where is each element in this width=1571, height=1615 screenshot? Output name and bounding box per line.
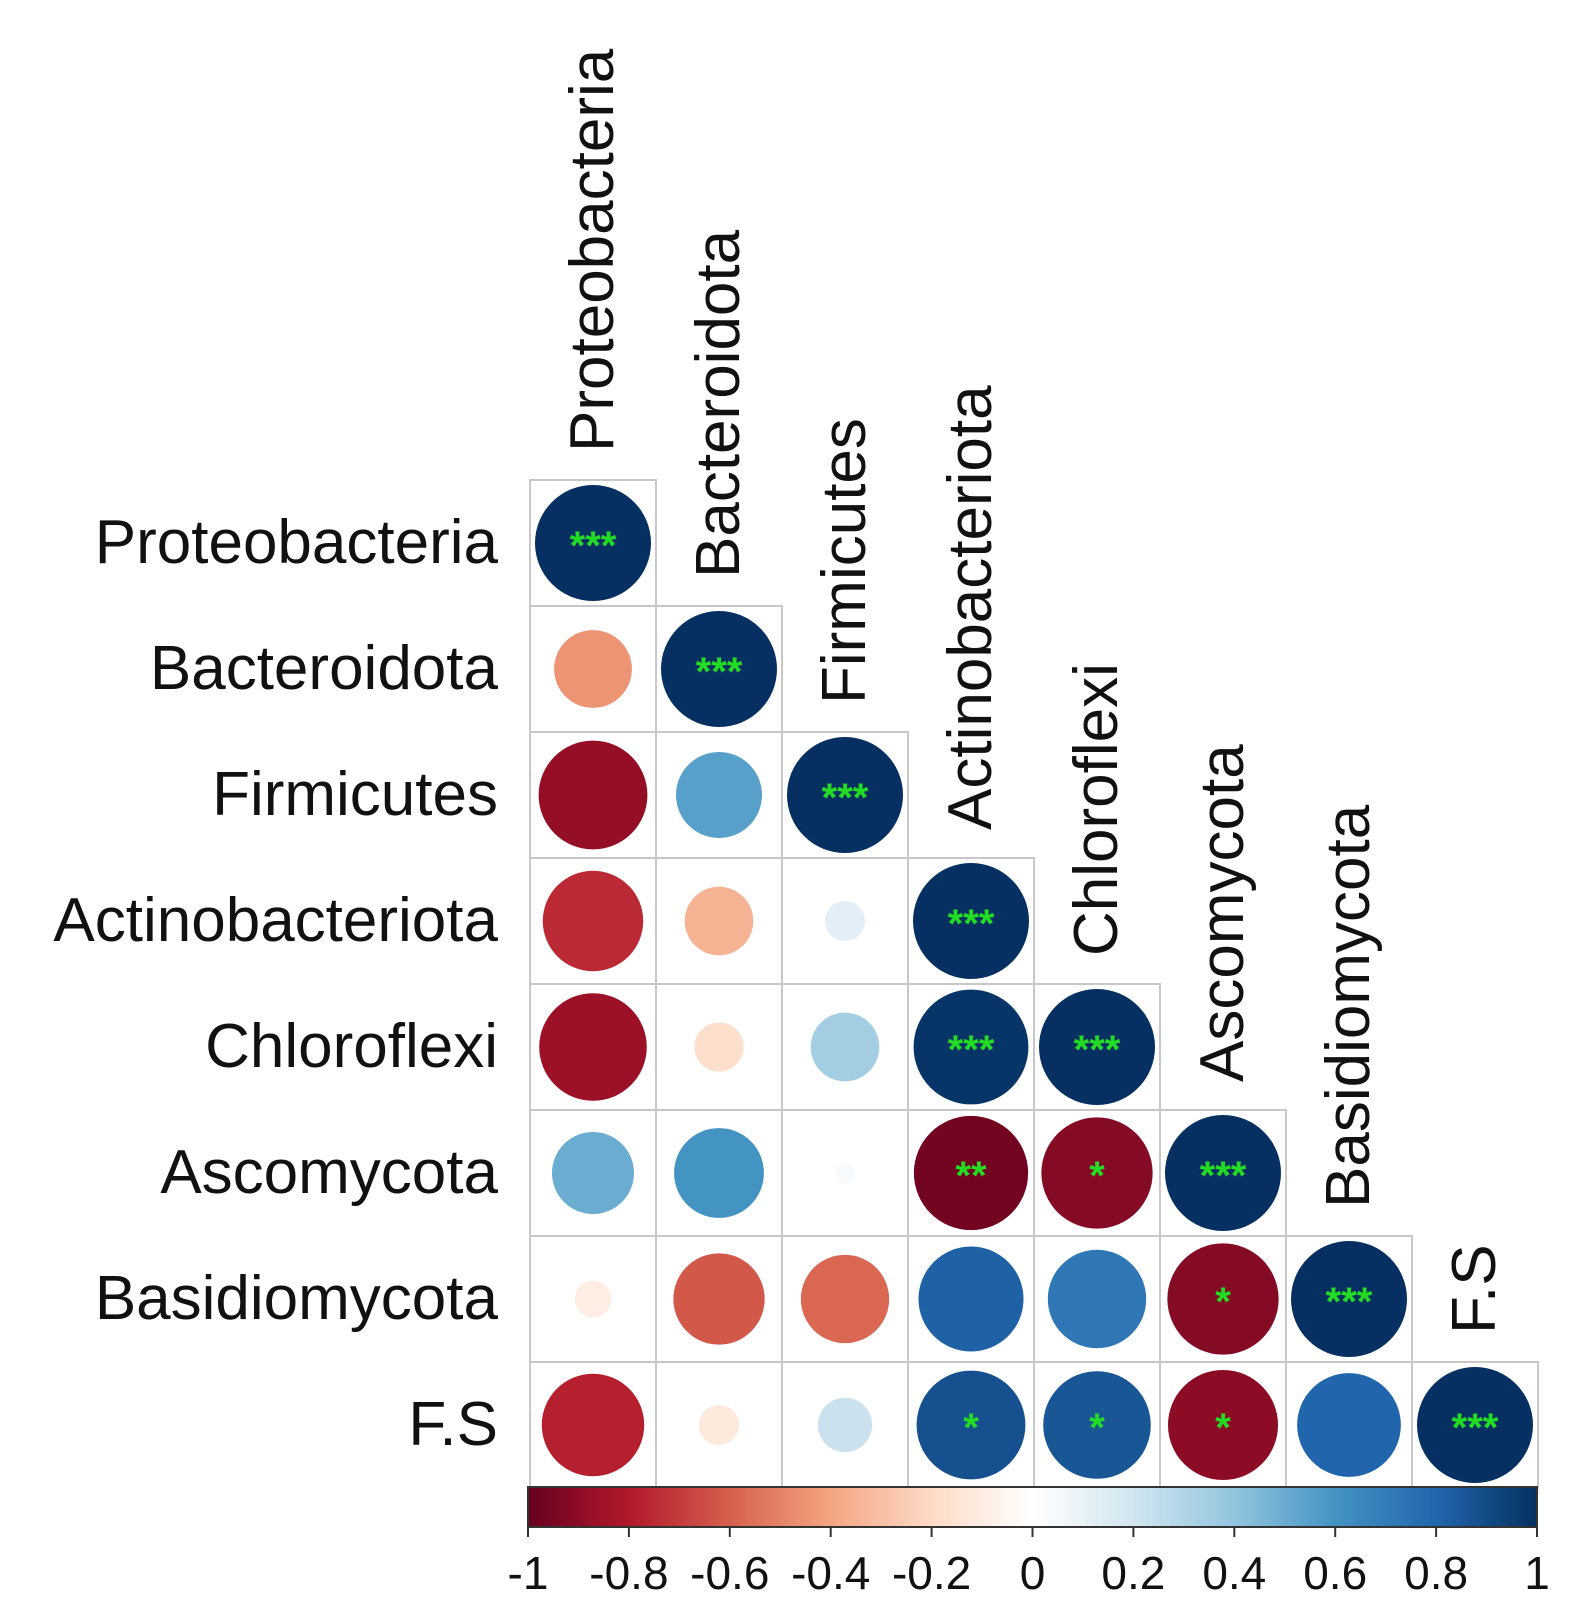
colorbar-tick-label: -0.4	[791, 1547, 870, 1599]
colorbar-tick-label: -1	[508, 1547, 549, 1599]
corr-circle-basidiomycota-firmicutes	[800, 1254, 890, 1344]
corr-circle-bacteroidota-proteobacteria	[554, 630, 632, 708]
sig-marker-bacteroidota-bacteroidota: ***	[696, 650, 743, 694]
corr-circle-chloroflexi-firmicutes	[810, 1012, 880, 1082]
correlation-grid	[529, 479, 1539, 1489]
corr-circle-chloroflexi-chloroflexi	[1039, 989, 1155, 1105]
corr-circle-bacteroidota-bacteroidota	[661, 611, 777, 727]
corr-circle-ascomycota-firmicutes	[834, 1162, 856, 1184]
sig-marker-f-s-actinobacteriota: *	[963, 1406, 979, 1450]
corr-circle-ascomycota-bacteroidota	[674, 1128, 764, 1218]
corr-circle-actinobacteriota-actinobacteriota	[913, 863, 1029, 979]
correlation-circles	[535, 485, 1533, 1483]
colorbar-ticks: -1 -0.8 -0.6 -0.4 -0.2 0 0.2 0.4 0.6 0.8 1	[508, 1527, 1550, 1599]
sig-marker-f-s-chloroflexi: *	[1089, 1406, 1105, 1450]
sig-marker-ascomycota-actinobacteriota: **	[955, 1154, 987, 1198]
corr-circle-actinobacteriota-proteobacteria	[542, 870, 644, 972]
corr-circle-basidiomycota-chloroflexi	[1047, 1249, 1147, 1349]
corr-circle-basidiomycota-proteobacteria	[574, 1280, 612, 1318]
corr-circle-basidiomycota-actinobacteriota	[918, 1246, 1024, 1352]
row-label-actinobacteriota: Actinobacteriota	[53, 886, 498, 955]
corr-circle-firmicutes-proteobacteria	[538, 740, 648, 850]
sig-marker-chloroflexi-actinobacteriota: ***	[948, 1028, 995, 1072]
colorbar: -1 -0.8 -0.6 -0.4 -0.2 0 0.2 0.4 0.6 0.8 1	[508, 1486, 1550, 1599]
colorbar-tick-label: 0.4	[1202, 1547, 1266, 1599]
colorbar-tick-label: 0	[1020, 1547, 1046, 1599]
colorbar-tick-label: -0.2	[892, 1547, 971, 1599]
column-label-bacteroidota: Bacteroidota	[684, 229, 753, 578]
sig-marker-f-s-ascomycota: *	[1215, 1406, 1231, 1450]
sig-marker-firmicutes-firmicutes: ***	[822, 776, 869, 820]
sig-marker-f-s-f-s: ***	[1452, 1406, 1499, 1450]
sig-marker-basidiomycota-basidiomycota: ***	[1326, 1280, 1373, 1324]
corr-circle-ascomycota-chloroflexi	[1041, 1117, 1153, 1229]
corr-circle-basidiomycota-ascomycota	[1167, 1243, 1279, 1355]
sig-marker-proteobacteria-proteobacteria: ***	[570, 524, 617, 568]
sig-marker-ascomycota-ascomycota: ***	[1200, 1154, 1247, 1198]
row-label-ascomycota: Ascomycota	[160, 1138, 498, 1207]
corr-circle-ascomycota-proteobacteria	[551, 1131, 635, 1215]
column-label-actinobacteriota: Actinobacteriota	[936, 385, 1005, 830]
corr-circle-f-s-ascomycota	[1167, 1369, 1279, 1481]
sig-marker-basidiomycota-ascomycota: *	[1215, 1280, 1231, 1324]
corr-circle-firmicutes-bacteroidota	[675, 751, 763, 839]
corr-circle-chloroflexi-bacteroidota	[694, 1022, 744, 1072]
row-label-firmicutes: Firmicutes	[212, 760, 498, 829]
column-label-chloroflexi: Chloroflexi	[1062, 663, 1131, 956]
colorbar-tick-label: -0.8	[589, 1547, 668, 1599]
corr-circle-actinobacteriota-bacteroidota	[684, 886, 754, 956]
row-label-proteobacteria: Proteobacteria	[95, 508, 499, 577]
corr-circle-f-s-basidiomycota	[1297, 1373, 1401, 1477]
row-label-chloroflexi: Chloroflexi	[205, 1012, 498, 1081]
corr-circle-chloroflexi-actinobacteriota	[913, 989, 1029, 1105]
column-labels: Proteobacteria Bacteroidota Firmicutes Acti…	[558, 48, 1509, 1334]
sig-marker-chloroflexi-chloroflexi: ***	[1074, 1028, 1121, 1072]
corr-circle-ascomycota-ascomycota	[1165, 1115, 1281, 1231]
sig-marker-ascomycota-chloroflexi: *	[1089, 1154, 1105, 1198]
colorbar-tick-label: 0.6	[1303, 1547, 1367, 1599]
colorbar-tick-label: 0.2	[1101, 1547, 1165, 1599]
corr-circle-basidiomycota-basidiomycota	[1291, 1241, 1407, 1357]
corr-circle-firmicutes-firmicutes	[787, 737, 903, 853]
corr-circle-ascomycota-actinobacteriota	[913, 1115, 1029, 1231]
column-label-basidiomycota: Basidiomycota	[1314, 804, 1383, 1208]
colorbar-tick-label: 0.8	[1404, 1547, 1468, 1599]
corr-circle-f-s-firmicutes	[817, 1397, 873, 1453]
row-label-basidiomycota: Basidiomycota	[95, 1264, 499, 1333]
corr-circle-f-s-bacteroidota	[698, 1404, 740, 1446]
colorbar-gradient	[527, 1486, 1538, 1528]
column-label-ascomycota: Ascomycota	[1188, 744, 1257, 1082]
significance-markers: *************** ***** * **** **** * * ***	[570, 524, 1499, 1450]
corr-circle-proteobacteria-proteobacteria	[535, 485, 651, 601]
row-labels: Proteobacteria Bacteroidota Firmicutes Acti…	[53, 508, 498, 1459]
corr-circle-chloroflexi-proteobacteria	[539, 993, 647, 1101]
corr-circle-f-s-actinobacteriota	[916, 1370, 1026, 1480]
row-label-f-s: F.S	[408, 1390, 498, 1459]
colorbar-tick-label: 1	[1524, 1547, 1550, 1599]
corr-circle-actinobacteriota-firmicutes	[824, 900, 866, 942]
corr-circle-f-s-f-s	[1417, 1367, 1533, 1483]
column-label-f-s: F.S	[1440, 1244, 1509, 1334]
corr-circle-basidiomycota-bacteroidota	[673, 1253, 765, 1345]
corr-circle-f-s-chloroflexi	[1043, 1371, 1151, 1479]
column-label-proteobacteria: Proteobacteria	[558, 48, 627, 452]
row-label-bacteroidota: Bacteroidota	[150, 634, 499, 703]
sig-marker-actinobacteriota-actinobacteriota: ***	[948, 902, 995, 946]
corr-circle-f-s-proteobacteria	[541, 1373, 645, 1477]
column-label-firmicutes: Firmicutes	[810, 418, 879, 704]
colorbar-tick-label: -0.6	[690, 1547, 769, 1599]
